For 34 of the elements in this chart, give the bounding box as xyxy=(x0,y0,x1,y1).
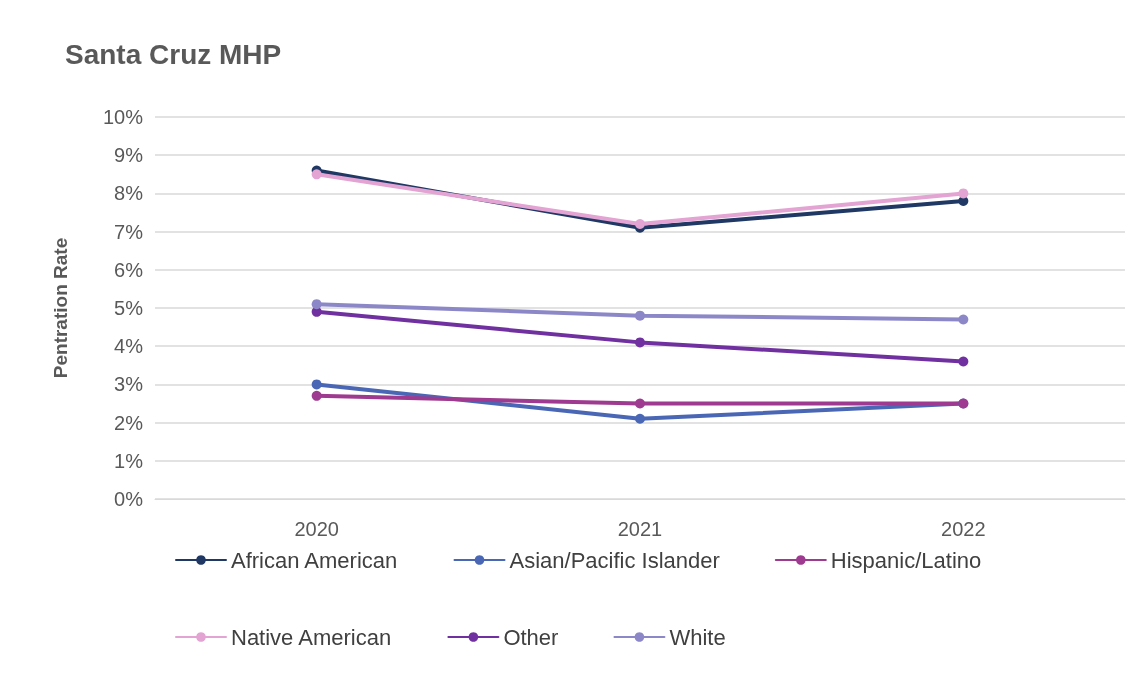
y-tick-label: 3% xyxy=(114,373,144,396)
point xyxy=(311,169,322,180)
y-tick-label: 8% xyxy=(114,182,144,205)
y-tick-label: 4% xyxy=(114,335,144,358)
y-tick-label: 2% xyxy=(114,411,144,434)
legend-label: Other xyxy=(503,624,559,650)
x-tick-label: 2020 xyxy=(294,518,339,540)
y-tick-label: 10% xyxy=(102,106,144,128)
y-tick-label: 5% xyxy=(114,297,144,319)
y-tick-label: 9% xyxy=(114,144,144,167)
x-tick-label: 2021 xyxy=(617,518,663,540)
chart-title: Santa Cruz MHP xyxy=(65,38,282,70)
x-tick-label: 2022 xyxy=(941,518,986,540)
legend-label: Native American xyxy=(231,624,392,650)
y-tick-label: 6% xyxy=(114,258,144,281)
point xyxy=(311,379,322,390)
legend-label: White xyxy=(669,624,726,650)
point xyxy=(311,299,322,310)
point xyxy=(635,310,645,321)
y-axis-title: Pentration Rate xyxy=(50,237,71,379)
point xyxy=(635,337,645,348)
point xyxy=(635,398,645,409)
point xyxy=(311,390,322,401)
point xyxy=(635,413,645,424)
legend-label: Asian/Pacific Islander xyxy=(509,547,720,573)
point xyxy=(958,356,969,367)
point xyxy=(958,188,969,199)
legend-label: Hispanic/Latino xyxy=(830,547,982,573)
point xyxy=(958,314,969,325)
y-tick-label: 7% xyxy=(114,220,144,243)
y-tick-label: 0% xyxy=(114,488,144,510)
legend-label: African American xyxy=(231,547,398,573)
y-tick-label: 1% xyxy=(114,449,144,472)
point xyxy=(635,218,645,229)
